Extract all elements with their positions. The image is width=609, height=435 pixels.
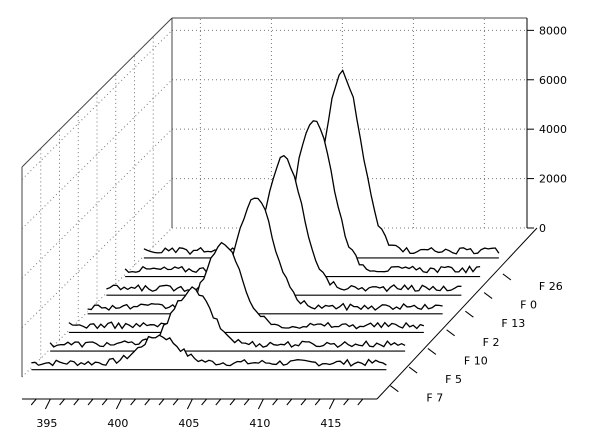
side-grid-line [21,29,173,180]
x-tick [314,398,321,406]
x-tick-label: 405 [178,417,199,430]
x-tick [272,398,278,406]
series-line [68,241,425,330]
x-tick [144,398,151,406]
x-tick [115,398,122,410]
depth-tick [446,329,455,337]
series-fill [68,242,424,333]
depth-tick [502,273,512,281]
x-tick [172,398,179,406]
x-tick [357,398,364,406]
depth-tick [390,385,399,393]
series-line [87,197,443,312]
x-tick [87,398,94,406]
series-label: F 10 [464,354,488,367]
depth-tick [408,366,418,374]
x-tick [201,398,207,406]
x-tick [44,398,51,410]
series-line [31,334,387,367]
chart-axes [21,17,538,410]
series-label: F 26 [539,280,563,293]
side-grid-line [21,178,173,328]
x-tick [343,398,349,406]
side-top-edge [21,17,173,168]
x-tick [130,398,136,406]
depth-tick [483,292,493,299]
series-fill [106,155,462,296]
x-tick-label: 400 [107,417,128,430]
x-tick [215,398,222,406]
series-line [124,120,481,274]
series-line [49,286,406,349]
x-tick-label: 415 [320,417,341,430]
series-fill [50,287,406,352]
x-tick [243,398,250,406]
chart-series [31,69,500,371]
x-tick [286,398,293,406]
x-tick [30,398,37,406]
x-tick [257,398,264,410]
series-line [106,154,462,293]
x-tick [328,398,335,410]
x-tick [186,398,193,410]
side-grid-line [21,79,173,230]
chart-labels: 0 2000 4000 6000 8000 395 400 405 410 415 F 26F 0 F… [36,24,567,430]
x-tick-label: 410 [249,417,270,430]
series-label: F 2 [483,336,500,349]
depth-tick [427,348,437,355]
x-tick [229,398,236,406]
x-tick [101,398,108,406]
z-tick-label: 4000 [539,123,567,136]
x-tick [73,398,80,406]
z-tick-label: 0 [539,222,546,235]
depth-axis [376,227,538,400]
series-label: F 5 [445,373,462,386]
series-fill [125,120,481,277]
side-grid-line [21,128,173,279]
series-fill [31,335,387,370]
series-fill [87,198,443,314]
series-label: F 7 [426,392,443,405]
series-label: F 0 [520,299,537,312]
x-tick-label: 395 [36,417,57,430]
depth-tick [465,310,474,318]
x-tick [59,398,65,406]
series-label: F 13 [501,317,525,330]
z-tick-label: 2000 [539,173,567,186]
x-tick [158,398,165,406]
x-tick [300,398,307,406]
z-tick-label: 8000 [539,24,567,37]
z-tick-label: 6000 [539,74,567,87]
